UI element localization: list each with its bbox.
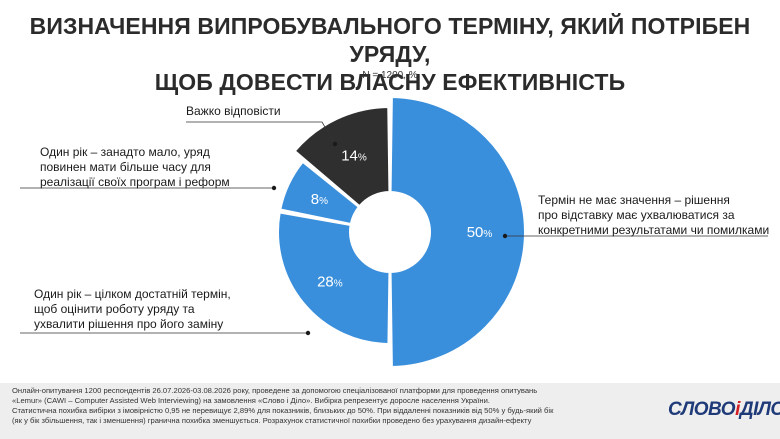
- value-label-no-matter: 50%: [467, 224, 493, 241]
- value-label-hard-to-say: 14%: [341, 148, 367, 165]
- slovo-i-dilo-logo: СЛОВОіДІЛО: [668, 398, 780, 422]
- label-hard-to-say: Важко відповісти: [186, 104, 306, 119]
- logo-word-1: СЛОВО: [668, 399, 736, 420]
- label-no-matter-line-3: конкретними результатами чи помилками: [538, 223, 770, 237]
- slice-one-year-enough: [277, 211, 391, 346]
- label-one-year-too-short-line-1: Один рік – занадто мало, уряд: [40, 145, 210, 159]
- leader-one-year-too-short-dot: [271, 185, 277, 191]
- label-one-year-enough-line-2: щоб оцінити роботу уряду та: [34, 302, 195, 316]
- title-line-1: ВИЗНАЧЕННЯ ВИПРОБУВАЛЬНОГО ТЕРМІНУ, ЯКИЙ…: [29, 13, 751, 67]
- footer-bar: [0, 383, 780, 439]
- donut-hole: [354, 196, 426, 268]
- leader-hard-to-say-dot: [332, 141, 338, 147]
- leader-one-year-enough-dot: [305, 330, 311, 336]
- label-one-year-enough-line-1: Один рік – цілком достатній термін,: [34, 287, 231, 301]
- leader-hard-to-say: [186, 121, 336, 145]
- donut-chart: 50% 28% 8% 14%: [20, 95, 768, 369]
- value-label-one-year-too-short: 8%: [311, 191, 328, 208]
- methodology-line-3: Статистична похибка вибірки з імовірніст…: [12, 406, 554, 415]
- label-no-matter: Термін не має значення – рішення про від…: [538, 193, 778, 238]
- label-no-matter-line-2: про відставку має ухвалюватися за: [538, 208, 735, 222]
- label-one-year-too-short-line-3: реалізації своїх програм і реформ: [40, 175, 230, 189]
- value-label-one-year-enough: 28%: [317, 274, 343, 291]
- methodology-note: Онлайн-опитування 1200 респондентів 26.0…: [12, 386, 572, 426]
- label-no-matter-line-1: Термін не має значення – рішення: [538, 193, 730, 207]
- label-one-year-enough-line-3: ухвалити рішення про його заміну: [34, 317, 224, 331]
- methodology-line-1: Онлайн-опитування 1200 респондентів 26.0…: [12, 386, 538, 395]
- label-one-year-too-short-line-2: повинен мати більше часу для: [40, 160, 211, 174]
- leader-no-matter-dot: [502, 233, 508, 239]
- slice-no-matter: [389, 95, 527, 369]
- methodology-line-4: (як у бік збільшення, так і зменшення) г…: [12, 416, 532, 425]
- slice-one-year-too-short: [279, 160, 361, 226]
- logo-conjunction: і: [735, 399, 740, 420]
- label-one-year-enough: Один рік – цілком достатній термін, щоб …: [34, 287, 254, 332]
- chart-title: ВИЗНАЧЕННЯ ВИПРОБУВАЛЬНОГО ТЕРМІНУ, ЯКИЙ…: [20, 12, 760, 96]
- label-hard-to-say-line-1: Важко відповісти: [186, 104, 281, 118]
- methodology-line-2: «Lemur» (CAWI – Computer Assisted Web In…: [12, 396, 490, 405]
- logo-word-2: ДІЛО: [739, 399, 780, 420]
- sample-size-note: N = 1200, %: [362, 70, 418, 81]
- slice-hard-to-say: [293, 105, 391, 208]
- title-line-2: ЩОБ ДОВЕСТИ ВЛАСНУ ЕФЕКТИВНІСТЬ: [154, 69, 626, 95]
- label-one-year-too-short: Один рік – занадто мало, уряд повинен ма…: [40, 145, 260, 190]
